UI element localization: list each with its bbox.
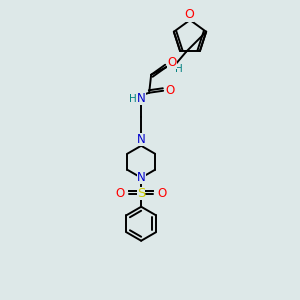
Text: O: O xyxy=(166,84,175,97)
Text: N: N xyxy=(137,92,146,105)
Text: O: O xyxy=(167,56,177,69)
Text: N: N xyxy=(137,133,146,146)
Text: H: H xyxy=(175,64,183,74)
Text: N: N xyxy=(137,171,146,184)
Text: O: O xyxy=(116,187,125,200)
Text: O: O xyxy=(158,187,167,200)
Text: O: O xyxy=(184,8,194,22)
Text: N: N xyxy=(167,59,176,72)
Text: S: S xyxy=(137,187,146,200)
Text: H: H xyxy=(129,94,137,104)
